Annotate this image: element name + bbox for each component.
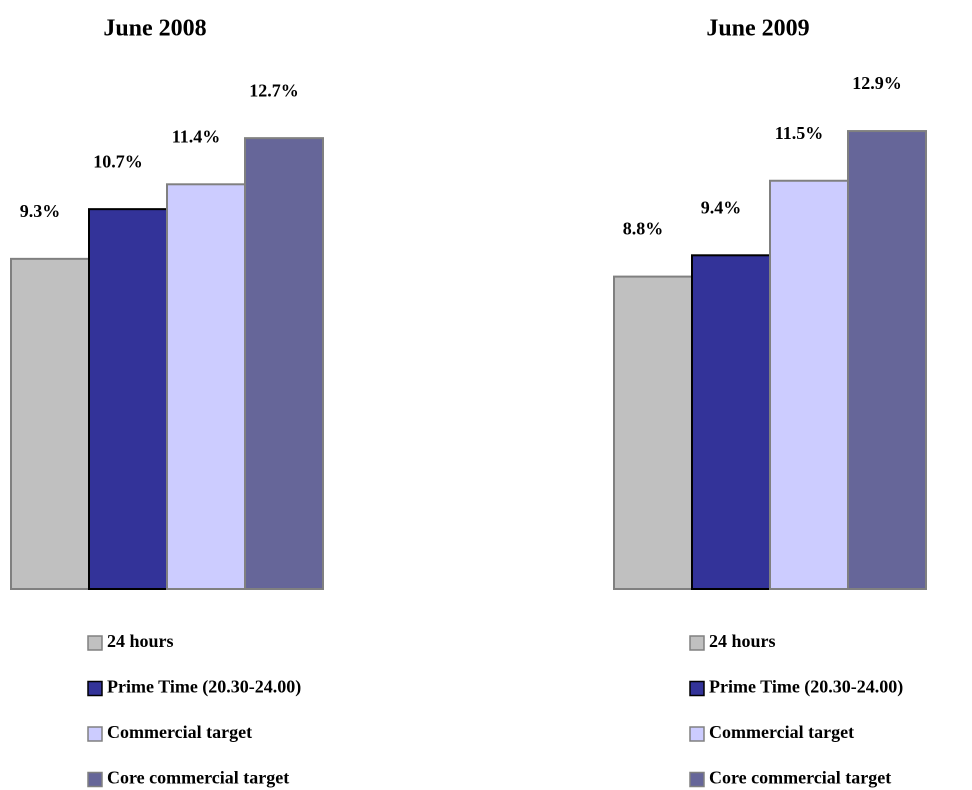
- value-label: 12.7%: [249, 80, 299, 100]
- value-label: 9.4%: [701, 197, 742, 217]
- legend-label: Core commercial target: [107, 768, 289, 788]
- legend-label: Prime Time (20.30-24.00): [107, 677, 301, 698]
- legend-swatch: [87, 635, 103, 651]
- bar: [88, 208, 168, 590]
- legend-label: 24 hours: [709, 631, 776, 651]
- legend-label: Commercial target: [709, 722, 854, 742]
- legend-label: 24 hours: [107, 631, 174, 651]
- value-label: 10.7%: [93, 151, 143, 171]
- bar: [244, 137, 324, 590]
- legend-label: Core commercial target: [709, 768, 891, 788]
- value-label: 12.9%: [852, 73, 902, 93]
- bar: [613, 275, 693, 590]
- legend-swatch: [87, 680, 103, 697]
- bar: [847, 130, 927, 591]
- value-label: 9.3%: [20, 201, 61, 221]
- chart-title: June 2009: [706, 16, 809, 42]
- bar: [691, 254, 771, 591]
- legend-swatch: [689, 726, 705, 742]
- bar: [166, 183, 246, 591]
- legend-label: Prime Time (20.30-24.00): [709, 677, 903, 698]
- legend-swatch: [689, 680, 705, 697]
- bar: [10, 257, 90, 590]
- legend-swatch: [689, 635, 705, 651]
- chart-title: June 2008: [103, 16, 206, 42]
- value-label: 8.8%: [623, 219, 664, 239]
- bar: [769, 179, 849, 590]
- value-label: 11.5%: [775, 123, 824, 143]
- legend-swatch: [87, 771, 103, 788]
- legend-swatch: [87, 726, 103, 742]
- legend-swatch: [689, 771, 705, 788]
- value-label: 11.4%: [172, 126, 221, 146]
- legend-label: Commercial target: [107, 722, 252, 742]
